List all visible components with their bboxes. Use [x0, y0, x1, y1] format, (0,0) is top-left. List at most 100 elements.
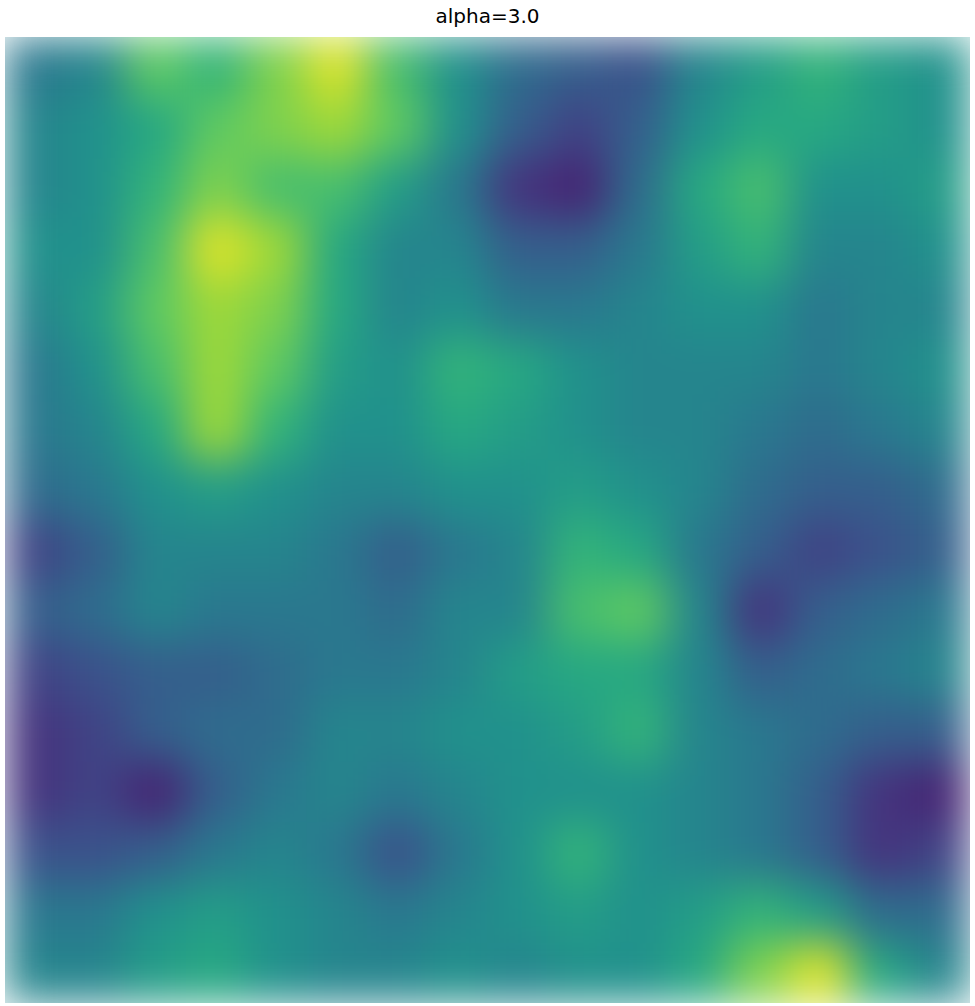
cell: [608, 943, 669, 1003]
cell: [246, 641, 307, 702]
cell: [668, 701, 729, 762]
cell: [910, 762, 970, 823]
cell: [367, 822, 428, 883]
cell: [307, 882, 368, 943]
cell: [910, 218, 970, 279]
cell: [910, 580, 970, 641]
cell: [608, 339, 669, 400]
cell: [668, 822, 729, 883]
cell: [668, 580, 729, 641]
cell: [126, 762, 187, 823]
cell: [849, 97, 910, 158]
cell: [427, 218, 488, 279]
cell: [789, 460, 850, 521]
cell: [729, 520, 790, 581]
cell: [65, 460, 126, 521]
cell: [849, 701, 910, 762]
title: alpha=3.0: [435, 4, 539, 28]
cell: [5, 158, 66, 219]
cell: [729, 460, 790, 521]
cell: [488, 158, 549, 219]
cell: [729, 158, 790, 219]
cell: [427, 701, 488, 762]
cell: [910, 943, 970, 1003]
cell: [729, 641, 790, 702]
cell: [126, 158, 187, 219]
cell: [729, 882, 790, 943]
cell: [789, 97, 850, 158]
cell: [126, 460, 187, 521]
cell: [126, 943, 187, 1003]
cell: [789, 701, 850, 762]
heatmap-cells: [5, 37, 970, 1003]
cell: [65, 399, 126, 460]
cell: [307, 339, 368, 400]
cell: [488, 279, 549, 340]
cell: [186, 580, 247, 641]
cell: [488, 218, 549, 279]
cell: [367, 943, 428, 1003]
cell: [608, 279, 669, 340]
cell: [729, 218, 790, 279]
cell: [548, 882, 609, 943]
cell: [488, 460, 549, 521]
cell: [668, 882, 729, 943]
cell: [910, 520, 970, 581]
cell: [608, 641, 669, 702]
cell: [668, 97, 729, 158]
cell: [668, 339, 729, 400]
cell: [5, 822, 66, 883]
cell: [668, 460, 729, 521]
cell: [367, 641, 428, 702]
cell: [246, 460, 307, 521]
cell: [427, 641, 488, 702]
cell: [246, 279, 307, 340]
cell: [789, 158, 850, 219]
chart: alpha=3.0: [0, 0, 975, 1006]
cell: [910, 460, 970, 521]
cell: [488, 339, 549, 400]
cell: [367, 460, 428, 521]
cell: [65, 339, 126, 400]
cell: [548, 580, 609, 641]
cell: [548, 158, 609, 219]
cell: [427, 580, 488, 641]
cell: [126, 279, 187, 340]
cell: [608, 460, 669, 521]
cell: [849, 158, 910, 219]
cell: [849, 580, 910, 641]
cell: [729, 701, 790, 762]
cell: [427, 158, 488, 219]
cell: [186, 460, 247, 521]
cell: [548, 701, 609, 762]
cell: [910, 97, 970, 158]
cell: [849, 641, 910, 702]
cell: [246, 882, 307, 943]
cell: [186, 37, 247, 98]
cell: [367, 520, 428, 581]
cell: [307, 822, 368, 883]
cell: [307, 37, 368, 98]
cell: [367, 37, 428, 98]
cell: [65, 520, 126, 581]
cell: [548, 520, 609, 581]
cell: [548, 279, 609, 340]
cell: [488, 822, 549, 883]
cell: [186, 943, 247, 1003]
cell: [849, 37, 910, 98]
cell: [668, 279, 729, 340]
cell: [307, 701, 368, 762]
cell: [668, 37, 729, 98]
cell: [307, 520, 368, 581]
cell: [126, 218, 187, 279]
cell: [5, 701, 66, 762]
cell: [548, 218, 609, 279]
cell: [126, 97, 187, 158]
cell: [367, 701, 428, 762]
cell: [789, 822, 850, 883]
cell: [849, 882, 910, 943]
cell: [5, 520, 66, 581]
cell: [668, 218, 729, 279]
cell: [608, 37, 669, 98]
cell: [729, 37, 790, 98]
